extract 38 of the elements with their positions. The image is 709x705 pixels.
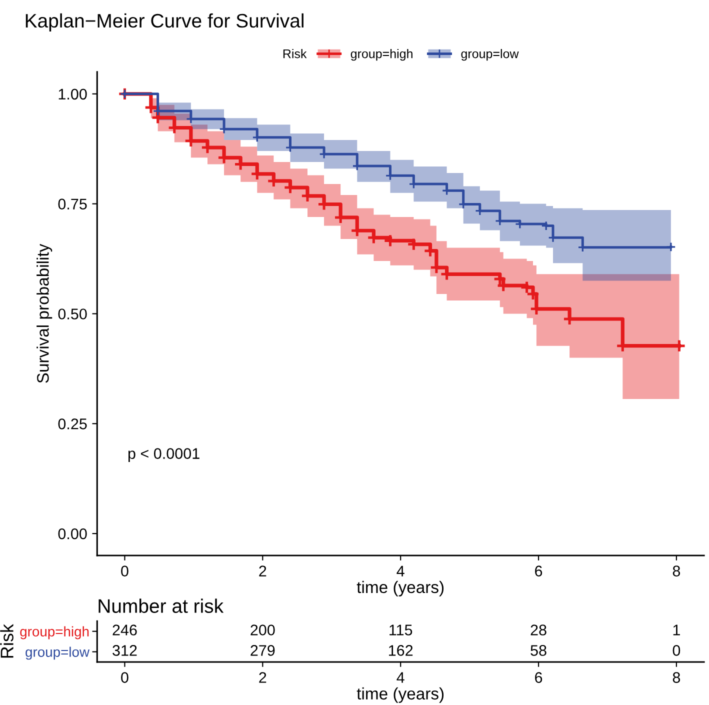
x-tick-label: 4	[396, 672, 404, 683]
x-tick-label: 2	[259, 566, 266, 576]
data-label: 246	[112, 624, 137, 636]
x-tick-label: 4	[396, 566, 404, 576]
x-tick-label: 8	[672, 566, 680, 576]
data-label: 28	[530, 624, 546, 636]
x-tick-label: 8	[672, 672, 680, 683]
y-axis-title: Survival probability	[36, 244, 52, 383]
y-tick-label: 0.00	[58, 528, 87, 540]
data-label: 279	[250, 645, 275, 656]
point	[666, 242, 676, 252]
x-tick-label: 6	[535, 566, 542, 576]
data-label: 1	[673, 624, 680, 636]
chart-title: Number at risk	[98, 598, 224, 613]
data-label: 162	[389, 645, 413, 656]
chart-title: Kaplan−Meier Curve for Survival	[26, 13, 304, 32]
y-tick-label: 0.50	[58, 308, 87, 320]
annotation: p < 0.0001	[128, 448, 200, 462]
y-tick-label: group=low	[26, 646, 90, 660]
data-label: 115	[390, 624, 412, 636]
x-axis-title: time (years)	[356, 580, 444, 596]
x-tick-label: 6	[535, 672, 542, 683]
x-tick-label: 2	[259, 672, 266, 683]
y-axis-title: Risk	[0, 624, 14, 658]
x-tick-label: 0	[121, 566, 128, 576]
y-tick-label: group=high	[20, 626, 89, 640]
legend-title: Risk	[283, 49, 307, 58]
legend-label: group=low	[461, 49, 519, 61]
x-tick-label: 0	[121, 672, 128, 683]
y-tick-label: 0.25	[58, 418, 87, 430]
y-tick-label: 0.75	[58, 198, 87, 210]
x-axis-title: time (years)	[356, 687, 444, 703]
y-tick-label: 1.00	[58, 88, 87, 100]
data-label: 312	[112, 645, 137, 656]
data-label: 200	[250, 624, 275, 636]
data-label: 0	[672, 645, 680, 656]
data-label: 58	[530, 645, 546, 656]
legend-label: group=high	[350, 49, 412, 61]
